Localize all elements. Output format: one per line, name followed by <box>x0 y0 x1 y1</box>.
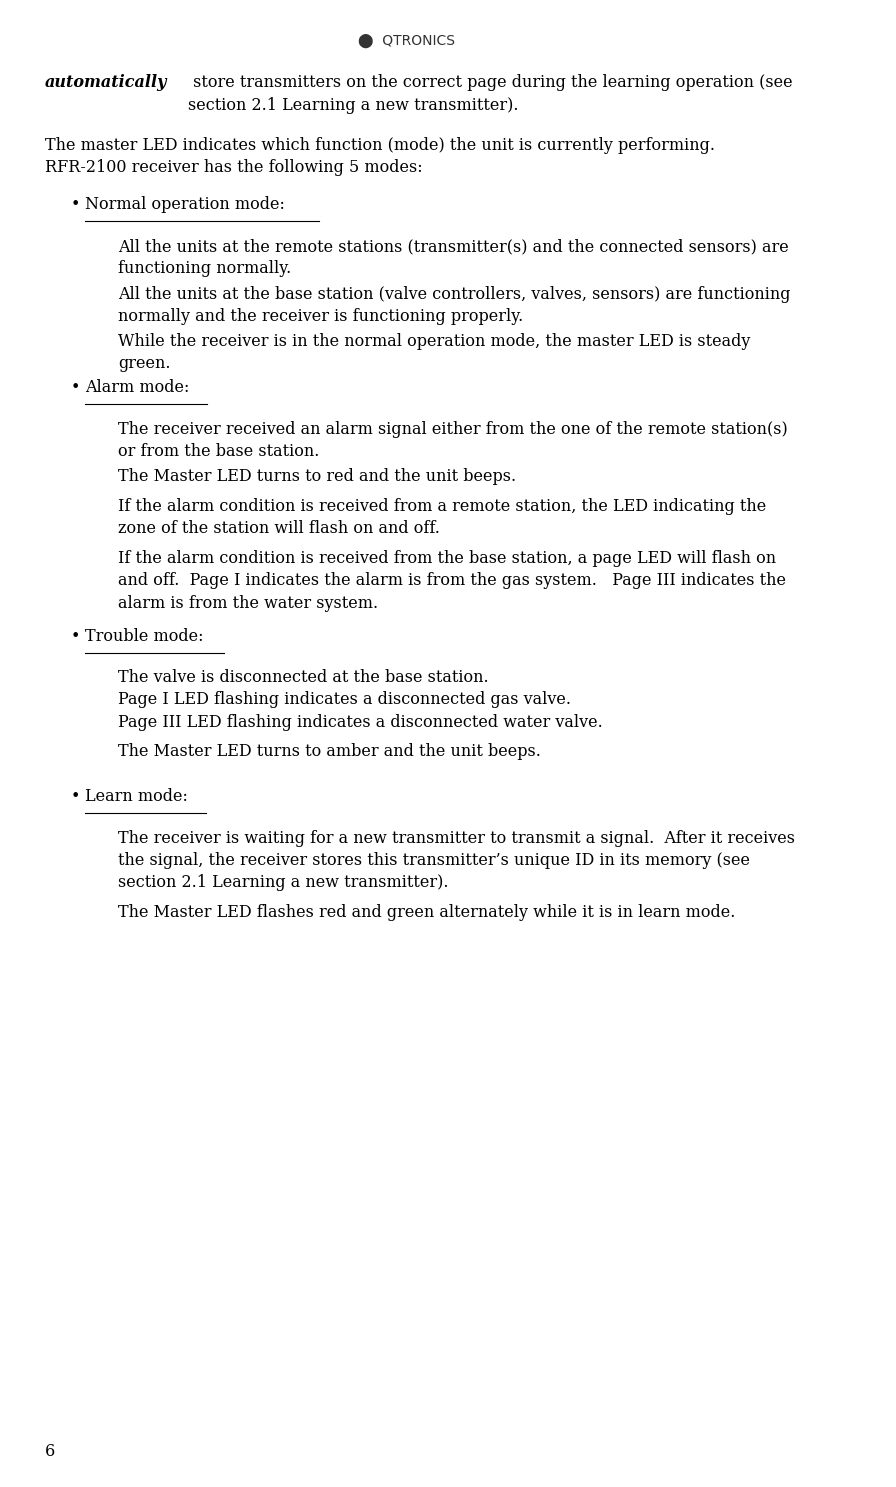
Text: Learn mode:: Learn mode: <box>85 788 188 804</box>
Text: If the alarm condition is received from the base station, a page LED will flash : If the alarm condition is received from … <box>118 550 786 611</box>
Text: 6: 6 <box>45 1444 55 1460</box>
Text: If the alarm condition is received from a remote station, the LED indicating the: If the alarm condition is received from … <box>118 498 766 537</box>
Text: Normal operation mode:: Normal operation mode: <box>85 196 285 213</box>
Text: •: • <box>71 628 80 644</box>
Text: The Master LED turns to amber and the unit beeps.: The Master LED turns to amber and the un… <box>118 744 540 760</box>
Text: The receiver is waiting for a new transmitter to transmit a signal.  After it re: The receiver is waiting for a new transm… <box>118 830 795 891</box>
Text: The receiver received an alarm signal either from the one of the remote station(: The receiver received an alarm signal ei… <box>118 421 788 459</box>
Text: The Master LED turns to red and the unit beeps.: The Master LED turns to red and the unit… <box>118 468 516 485</box>
Text: While the receiver is in the normal operation mode, the master LED is steady
gre: While the receiver is in the normal oper… <box>118 333 750 372</box>
Text: The master LED indicates which function (mode) the unit is currently performing.: The master LED indicates which function … <box>45 137 715 175</box>
Text: The Master LED flashes red and green alternately while it is in learn mode.: The Master LED flashes red and green alt… <box>118 904 736 920</box>
Text: The valve is disconnected at the base station.
Page I LED flashing indicates a d: The valve is disconnected at the base st… <box>118 669 603 730</box>
Text: •: • <box>71 196 80 213</box>
Text: All the units at the remote stations (transmitter(s) and the connected sensors) : All the units at the remote stations (tr… <box>118 238 788 277</box>
Text: store transmitters on the correct page during the learning operation (see
sectio: store transmitters on the correct page d… <box>188 74 793 113</box>
Text: ⬤  QTRONICS: ⬤ QTRONICS <box>358 34 455 49</box>
Text: •: • <box>71 379 80 396</box>
Text: •: • <box>71 788 80 804</box>
Text: Trouble mode:: Trouble mode: <box>85 628 203 644</box>
Text: All the units at the base station (valve controllers, valves, sensors) are funct: All the units at the base station (valve… <box>118 286 790 324</box>
Text: Alarm mode:: Alarm mode: <box>85 379 190 396</box>
Text: automatically: automatically <box>45 74 167 91</box>
